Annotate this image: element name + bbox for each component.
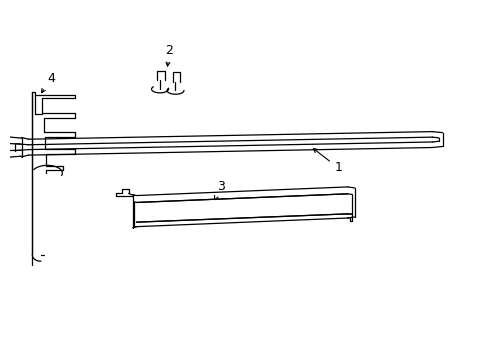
Text: 2: 2	[165, 44, 173, 66]
Text: 1: 1	[313, 149, 342, 174]
Text: 4: 4	[41, 72, 55, 93]
Text: 3: 3	[214, 180, 224, 200]
